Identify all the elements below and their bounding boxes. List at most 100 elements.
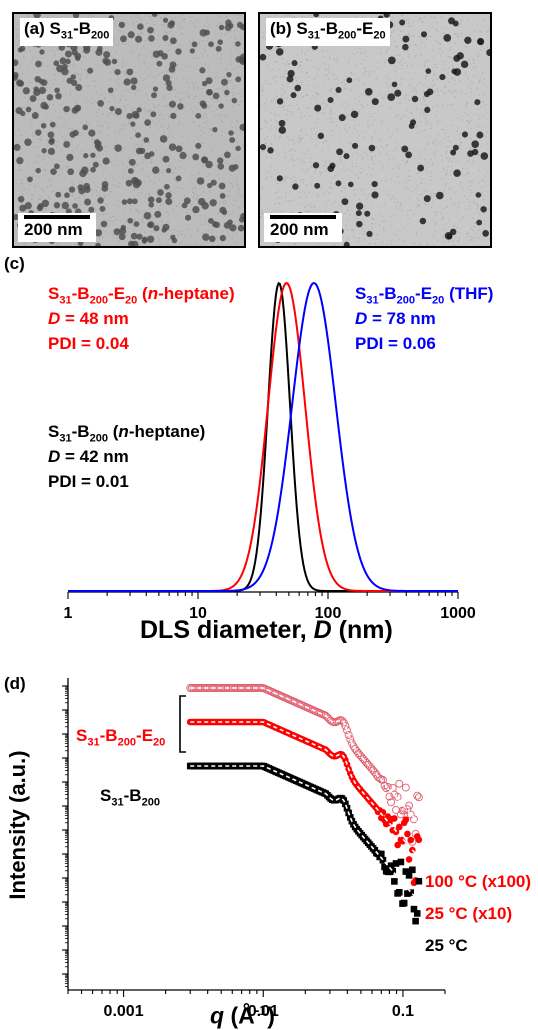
tem-noise bbox=[448, 218, 450, 220]
tem-noise bbox=[435, 231, 437, 233]
tem-noise bbox=[230, 57, 232, 59]
tem-particle bbox=[169, 61, 177, 69]
tem-noise bbox=[205, 175, 208, 178]
tem-noise bbox=[355, 174, 357, 176]
tem-noise bbox=[71, 183, 74, 185]
tem-noise bbox=[310, 157, 313, 159]
tem-noise bbox=[308, 192, 310, 194]
tem-noise bbox=[440, 55, 442, 57]
tem-noise bbox=[175, 59, 177, 61]
tem-particle bbox=[476, 131, 484, 139]
tem-particle bbox=[33, 14, 41, 19]
tem-noise bbox=[16, 54, 19, 56]
tem-noise bbox=[66, 133, 68, 135]
tem-particle bbox=[100, 220, 108, 228]
tem-noise bbox=[108, 79, 111, 81]
tem-noise bbox=[306, 184, 308, 187]
tem-noise bbox=[202, 121, 205, 124]
tem-noise bbox=[425, 104, 427, 106]
tem-noise bbox=[79, 78, 81, 80]
tem-particle bbox=[101, 181, 109, 188]
tem-noise bbox=[153, 103, 155, 106]
tem-noise bbox=[49, 87, 52, 89]
tem-noise bbox=[451, 124, 454, 127]
tem-noise bbox=[149, 85, 151, 88]
tem-noise bbox=[319, 172, 322, 174]
tem-noise bbox=[224, 215, 227, 217]
tem-noise bbox=[136, 44, 139, 46]
tem-noise bbox=[192, 82, 195, 84]
tem-particle bbox=[83, 152, 89, 159]
tem-noise bbox=[191, 235, 193, 237]
tem-noise bbox=[275, 127, 277, 130]
tem-noise bbox=[240, 237, 243, 239]
tem-noise bbox=[420, 17, 422, 20]
tem-noise bbox=[163, 84, 166, 86]
tem-noise bbox=[126, 89, 128, 91]
tem-noise bbox=[356, 217, 359, 220]
tem-noise bbox=[146, 67, 149, 69]
tem-noise bbox=[23, 243, 25, 245]
tem-noise bbox=[66, 166, 68, 168]
tem-noise bbox=[364, 152, 366, 154]
tem-particle bbox=[425, 68, 432, 74]
tem-noise bbox=[430, 179, 432, 181]
tem-noise bbox=[46, 65, 48, 68]
tem-noise bbox=[389, 44, 391, 46]
tem-particle bbox=[74, 52, 82, 60]
tem-noise bbox=[436, 105, 438, 107]
tem-particle bbox=[127, 217, 134, 224]
tem-particle bbox=[87, 67, 94, 74]
tem-noise bbox=[211, 97, 214, 99]
tem-noise bbox=[215, 108, 218, 110]
tem-noise bbox=[68, 128, 71, 130]
tem-particle bbox=[236, 21, 244, 29]
tem-noise bbox=[400, 60, 402, 63]
tem-noise bbox=[166, 70, 169, 73]
tem-particle bbox=[65, 208, 72, 215]
tem-noise bbox=[403, 114, 405, 117]
tem-noise bbox=[109, 112, 112, 115]
tem-noise bbox=[236, 232, 238, 234]
tem-noise bbox=[199, 214, 201, 217]
tem-noise bbox=[346, 238, 349, 240]
tem-noise bbox=[366, 195, 369, 198]
tem-noise bbox=[298, 136, 300, 139]
tem-noise bbox=[310, 183, 312, 185]
tem-noise bbox=[218, 15, 220, 18]
tem-noise bbox=[349, 114, 352, 117]
tem-noise bbox=[354, 97, 356, 99]
tem-noise bbox=[129, 119, 131, 122]
scale-bar-a: 200 nm bbox=[18, 213, 96, 242]
tem-noise bbox=[420, 121, 422, 123]
tem-noise bbox=[269, 142, 272, 145]
tem-noise bbox=[228, 214, 230, 216]
tem-noise bbox=[60, 160, 62, 162]
tem-particle bbox=[199, 100, 206, 107]
tem-noise bbox=[183, 167, 186, 170]
tem-noise bbox=[345, 102, 347, 104]
tem-noise bbox=[343, 79, 346, 82]
tem-noise bbox=[232, 87, 234, 89]
tem-noise bbox=[358, 101, 360, 103]
tem-particle bbox=[183, 197, 191, 205]
tem-particle bbox=[130, 232, 138, 240]
tem-noise bbox=[168, 125, 170, 127]
tem-noise bbox=[178, 233, 180, 236]
tem-noise bbox=[78, 197, 80, 199]
tem-noise bbox=[260, 104, 262, 106]
annotation-black-diameter: D = 42 nm bbox=[48, 447, 129, 466]
tem-particle bbox=[24, 138, 32, 147]
saxs-x-tick-label: 0.01 bbox=[248, 1003, 279, 1020]
tem-noise bbox=[348, 58, 351, 61]
tem-noise bbox=[106, 146, 108, 149]
tem-noise bbox=[358, 95, 360, 97]
tem-noise bbox=[92, 80, 95, 82]
tem-particle bbox=[93, 139, 100, 146]
tem-noise bbox=[439, 43, 441, 46]
tem-noise bbox=[410, 25, 412, 27]
tem-noise bbox=[394, 66, 397, 68]
tem-noise bbox=[161, 220, 163, 222]
tem-particle bbox=[25, 106, 32, 113]
tem-noise bbox=[117, 124, 119, 126]
